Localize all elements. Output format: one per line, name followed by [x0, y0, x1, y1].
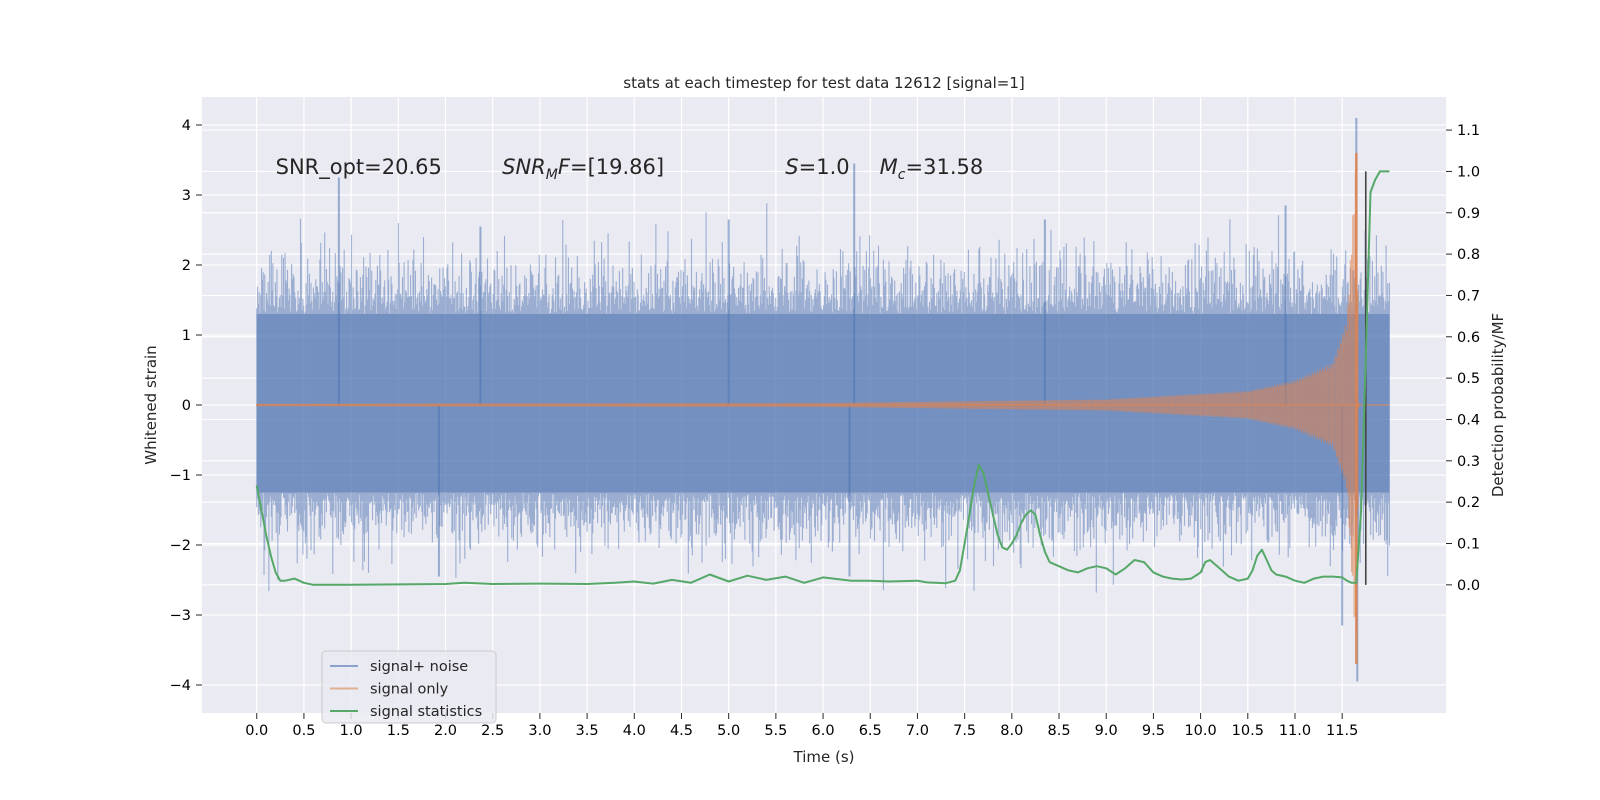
x-tick-label: 9.0: [1095, 723, 1118, 739]
x-tick-label: 2.5: [481, 723, 504, 739]
x-tick-label: 5.5: [764, 723, 787, 739]
x-tick-label: 0.0: [245, 723, 268, 739]
y-right-tick-label: 1.1: [1457, 123, 1480, 139]
x-tick-label: 3.0: [528, 723, 551, 739]
legend-label: signal only: [370, 682, 449, 698]
x-tick-label: 0.5: [292, 723, 315, 739]
y-axis-ticks: −4 −3 −2 −1 0 1 2 3 4: [170, 118, 202, 694]
annotation-1: SNRMF=[19.86]: [502, 155, 664, 183]
x-tick-label: 7.0: [906, 723, 929, 739]
y-tick-label: −2: [170, 538, 191, 554]
x-tick-label: 8.0: [1000, 723, 1023, 739]
x-tick-label: 11.5: [1326, 723, 1358, 739]
x-tick-label: 6.0: [812, 723, 835, 739]
legend-label: signal+ noise: [370, 659, 468, 675]
x-tick-label: 8.5: [1047, 723, 1070, 739]
stats-line: [255, 170, 1390, 586]
x-axis-ticks: 0.0 0.5 1.0 1.5 2.0 2.5 3.0 3.5 4.0 4.5 5.0 5.5 6.0 6…: [245, 713, 1358, 739]
y-axis-label: Whitened strain: [142, 345, 160, 464]
x-tick-label: 10.5: [1232, 723, 1264, 739]
y-tick-label: 1: [182, 328, 191, 344]
annotation-3: Mc=31.58: [880, 155, 984, 183]
y-tick-label: −3: [170, 608, 191, 624]
y-right-tick-label: 1.0: [1457, 164, 1480, 180]
series-signal-statistics: [255, 170, 1390, 586]
y-right-axis-label: Detection probability/MF: [1489, 313, 1507, 497]
chart-title: stats at each timestep for test data 126…: [623, 74, 1024, 92]
x-tick-label: 9.5: [1142, 723, 1165, 739]
y-right-axis-ticks: 0.0 0.1 0.2 0.3 0.4 0.5 0.6 0.7 0.8 0.9 1.0 1.1: [1446, 123, 1480, 594]
y-right-tick-label: 0.8: [1457, 247, 1480, 263]
y-right-tick-label: 0.2: [1457, 495, 1480, 511]
annotations: SNR_opt=20.65 SNRMF=[19.86] S=1.0 Mc=31.58: [276, 155, 984, 183]
y-right-tick-label: 0.3: [1457, 454, 1480, 470]
x-tick-label: 11.0: [1279, 723, 1311, 739]
x-tick-label: 3.5: [576, 723, 599, 739]
y-tick-label: 3: [182, 188, 191, 204]
x-tick-label: 1.5: [387, 723, 410, 739]
y-right-tick-label: 0.5: [1457, 371, 1480, 387]
y-right-tick-label: 0.4: [1457, 412, 1480, 428]
x-tick-label: 4.5: [670, 723, 693, 739]
y-tick-label: 4: [182, 118, 191, 134]
y-right-tick-label: 0.0: [1457, 578, 1480, 594]
y-right-tick-label: 0.7: [1457, 288, 1480, 304]
x-tick-label: 5.0: [717, 723, 740, 739]
x-tick-label: 2.0: [434, 723, 457, 739]
legend-label: signal statistics: [370, 704, 482, 720]
y-right-tick-label: 0.9: [1457, 206, 1480, 222]
x-tick-label: 6.5: [859, 723, 882, 739]
y-tick-label: 0: [182, 398, 191, 414]
y-tick-label: −1: [170, 468, 191, 484]
x-tick-label: 10.0: [1184, 723, 1216, 739]
y-tick-label: −4: [170, 678, 191, 694]
y-right-tick-label: 0.6: [1457, 330, 1480, 346]
y-tick-label: 2: [182, 258, 191, 274]
annotation-2: S=1.0: [785, 155, 849, 179]
legend: signal+ noise signal only signal statistic…: [321, 650, 497, 724]
x-tick-label: 4.0: [623, 723, 646, 739]
x-tick-label: 7.5: [953, 723, 976, 739]
annotation-0: SNR_opt=20.65: [276, 155, 442, 180]
legend-frame: [321, 650, 497, 724]
x-axis-label: Time (s): [793, 748, 855, 766]
y-right-tick-label: 0.1: [1457, 536, 1480, 552]
x-tick-label: 1.0: [340, 723, 363, 739]
